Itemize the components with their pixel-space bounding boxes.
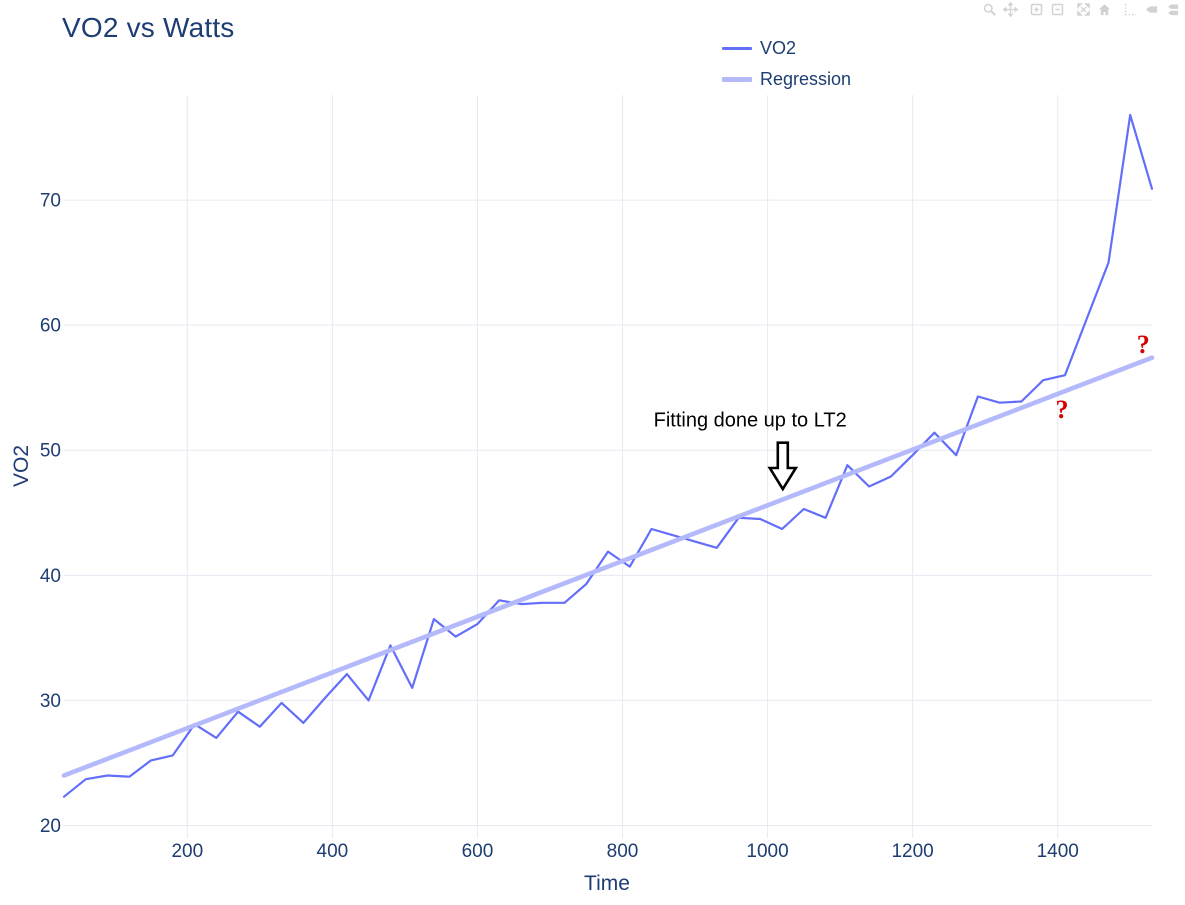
modebar-button-reset-axes-icon[interactable] [1097,2,1112,17]
y-axis-title: VO2 [10,444,33,488]
modebar [982,2,1180,17]
y-tick-label: 40 [40,566,61,587]
modebar-button-toggle-spikelines-icon[interactable] [1123,2,1138,17]
x-axis-title: Time [584,872,630,895]
modebar-button-zoom-out-icon[interactable] [1050,2,1065,17]
legend-item-label: Regression [760,69,852,89]
y-tick-label: 60 [40,316,61,337]
legend: VO2 Regression [722,33,851,95]
x-tick-label: 800 [607,841,639,862]
annotation-down-arrow-icon [767,441,799,492]
modebar-button-pan-icon[interactable] [1003,2,1018,17]
legend-item-vo2[interactable]: VO2 [722,33,851,64]
x-tick-label: 200 [171,841,203,862]
modebar-button-show-closest-on-hover-icon[interactable] [1144,2,1159,17]
x-tick-label: 1400 [1037,841,1079,862]
modebar-button-zoom-icon[interactable] [982,2,997,17]
legend-line-swatch [722,77,752,82]
legend-item-regression[interactable]: Regression [722,64,851,95]
y-tick-label: 20 [40,816,61,837]
modebar-button-compare-data-on-hover-icon[interactable] [1165,2,1180,17]
y-tick-label: 70 [40,191,61,212]
question-mark-annotation: ? [1055,395,1069,425]
question-mark-annotation: ? [1136,330,1150,360]
x-tick-label: 1000 [746,841,788,862]
chart-title: VO2 vs Watts [62,12,235,43]
y-tick-label: 30 [40,691,61,712]
modebar-button-zoom-in-icon[interactable] [1029,2,1044,17]
modebar-button-autoscale-icon[interactable] [1076,2,1091,17]
series-line-vo2 [62,113,1154,798]
y-tick-label: 50 [40,441,61,462]
legend-item-label: VO2 [760,38,797,58]
annotation-fitting-note: Fitting done up to LT2 [653,409,847,432]
series-line-regression [61,355,1155,778]
legend-line-swatch [722,47,752,50]
x-tick-label: 600 [462,841,494,862]
x-tick-label: 1200 [891,841,933,862]
x-tick-label: 400 [317,841,349,862]
